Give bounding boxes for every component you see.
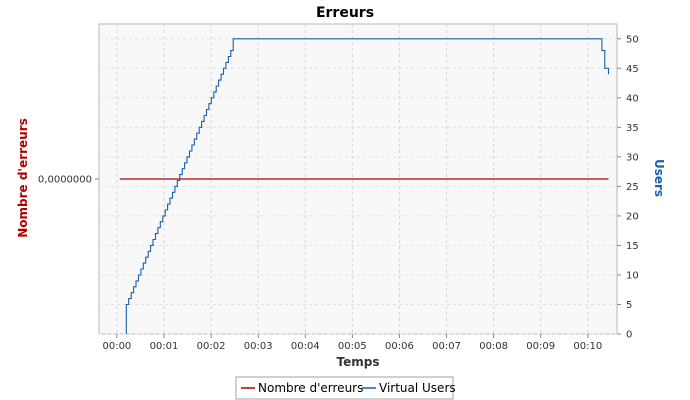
chart-title: Erreurs <box>316 5 374 21</box>
series-layer <box>119 38 610 334</box>
x-tick-label: 00:00 <box>102 341 131 352</box>
x-axis: 00:00 00:01 00:02 00:03 00:04 00:05 00:06 00:07… <box>102 334 602 352</box>
right-tick-label: 10 <box>626 270 639 281</box>
x-tick-label: 00:06 <box>385 341 414 352</box>
left-y-axis: 0,0000000 <box>38 175 99 186</box>
x-tick-label: 00:03 <box>244 341 273 352</box>
legend-label-errors: Nombre d'erreurs <box>258 381 363 395</box>
x-tick-label: 00:05 <box>338 341 367 352</box>
legend: Nombre d'erreurs Virtual Users <box>235 376 456 400</box>
legend-box <box>235 376 454 400</box>
x-axis-label: Temps <box>337 355 380 369</box>
left-axis-label: Nombre d'erreurs <box>16 118 30 238</box>
right-tick-label: 50 <box>626 34 639 45</box>
right-y-axis: 0 5 10 15 20 25 30 35 40 45 50 <box>617 34 639 341</box>
right-tick-label: 20 <box>626 211 639 222</box>
right-tick-label: 5 <box>626 300 632 311</box>
x-tick-label: 00:08 <box>479 341 508 352</box>
x-tick-label: 00:07 <box>432 341 461 352</box>
right-tick-label: 0 <box>626 330 632 341</box>
right-tick-label: 25 <box>626 182 639 193</box>
left-tick-label: 0,0000000 <box>38 175 92 186</box>
legend-label-virtual-users: Virtual Users <box>379 381 456 395</box>
right-tick-label: 45 <box>626 64 639 75</box>
x-tick-label: 00:04 <box>291 341 320 352</box>
right-axis-label: Users <box>652 159 666 197</box>
series-line-virtual-users <box>125 38 610 334</box>
x-tick-label: 00:09 <box>526 341 555 352</box>
x-tick-label: 00:10 <box>573 341 602 352</box>
x-tick-label: 00:01 <box>150 341 179 352</box>
right-tick-label: 15 <box>626 241 639 252</box>
right-tick-label: 35 <box>626 123 639 134</box>
right-tick-label: 30 <box>626 152 639 163</box>
right-tick-label: 40 <box>626 93 639 104</box>
x-tick-label: 00:02 <box>197 341 226 352</box>
